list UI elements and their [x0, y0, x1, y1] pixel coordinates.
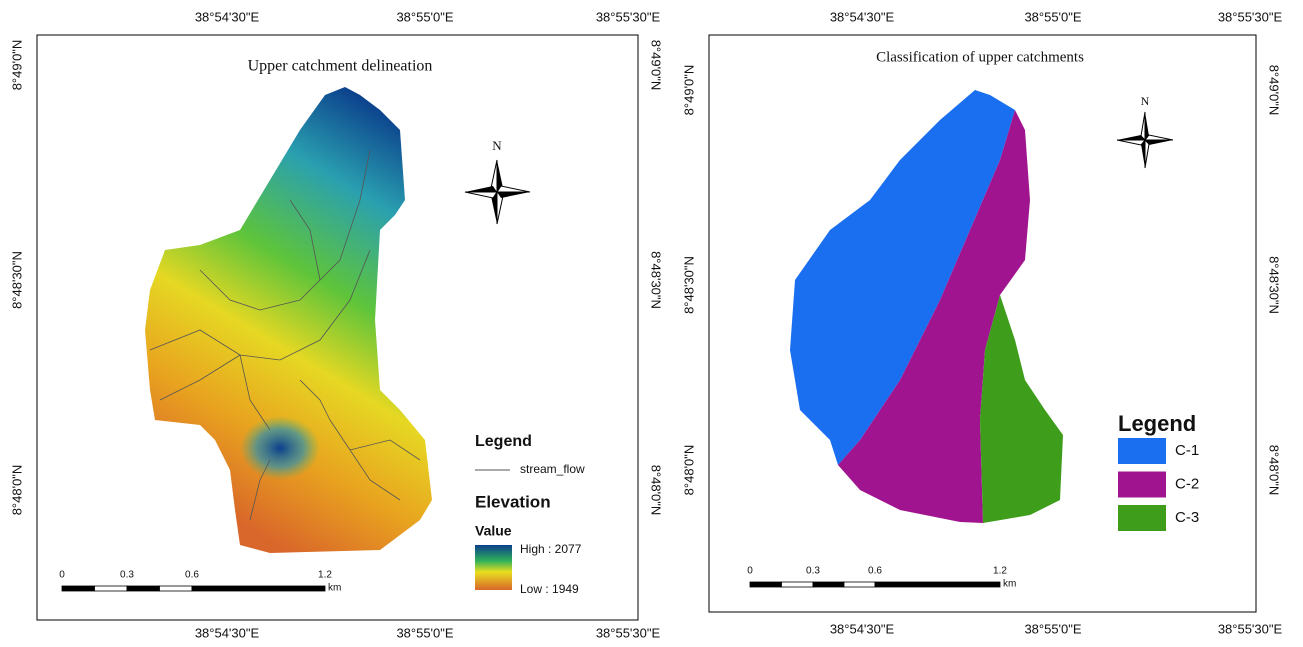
scale-label: 0	[747, 566, 753, 577]
scale-segment	[126, 585, 160, 592]
scale-segment	[61, 585, 95, 592]
legend-label: C-1	[1175, 442, 1199, 459]
legend-title: Legend	[475, 433, 532, 450]
scale-label: 0.3	[806, 566, 820, 577]
latitude-label: 8°49'0"N	[649, 40, 664, 91]
longitude-label: 38°55'0"E	[1024, 9, 1081, 24]
north-label: N	[1141, 94, 1150, 108]
scale-segment	[159, 585, 193, 592]
longitude-label: 38°54'30"E	[830, 621, 895, 636]
longitude-label: 38°55'30"E	[1218, 9, 1283, 24]
legend-swatch	[1118, 471, 1166, 498]
legend-swatch	[1118, 505, 1166, 531]
legend-label: C-2	[1175, 475, 1199, 492]
longitude-label: 38°55'0"E	[396, 625, 453, 640]
north-arrow	[464, 159, 531, 225]
catchment-c2	[838, 110, 1030, 523]
legend-subheading: Value	[475, 523, 512, 539]
catchment-c1	[790, 90, 1015, 465]
catchment-c3	[980, 295, 1063, 523]
north-arrow	[1116, 111, 1174, 169]
longitude-label: 38°55'30"E	[596, 9, 661, 24]
color-ramp	[475, 545, 512, 590]
longitude-label: 38°55'0"E	[396, 9, 453, 24]
scale-segment	[94, 585, 128, 592]
longitude-label: 38°55'0"E	[1024, 621, 1081, 636]
legend-title: Legend	[1118, 411, 1196, 436]
scale-unit: km	[1003, 579, 1016, 590]
scale-label: 0.6	[868, 566, 882, 577]
north-label: N	[492, 138, 502, 153]
latitude-label: 8°48'30"N	[681, 256, 696, 314]
streams	[149, 149, 421, 521]
legend-label: stream_flow	[520, 462, 585, 476]
depression	[240, 416, 320, 480]
scale-segment	[749, 581, 782, 588]
catchment-dem	[145, 87, 432, 553]
scale-segment	[843, 581, 876, 588]
scale-label: 0	[59, 570, 65, 581]
latitude-label: 8°48'30"N	[9, 251, 24, 309]
legend-label: C-3	[1175, 509, 1199, 526]
scale-label: 1.2	[318, 570, 332, 581]
legend-label: High : 2077	[520, 542, 582, 556]
legend-swatch	[1118, 438, 1166, 464]
latitude-label: 8°48'30"N	[649, 251, 664, 309]
scale-unit: km	[328, 583, 341, 594]
latitude-label: 8°49'0"N	[9, 40, 24, 91]
latitude-label: 8°49'0"N	[681, 65, 696, 116]
map-title: Upper catchment delineation	[248, 58, 433, 75]
latitude-label: 8°48'0"N	[681, 445, 696, 496]
scale-segment	[812, 581, 845, 588]
longitude-label: 38°54'30"E	[195, 625, 260, 640]
longitude-label: 38°54'30"E	[195, 9, 260, 24]
scale-label: 0.6	[185, 570, 199, 581]
map-frame	[708, 34, 1257, 613]
latitude-label: 8°48'0"N	[9, 465, 24, 516]
scale-segment	[874, 581, 1001, 588]
latitude-label: 8°48'0"N	[1267, 445, 1282, 496]
latitude-label: 8°48'0"N	[649, 465, 664, 516]
latitude-label: 8°49'0"N	[1267, 65, 1282, 116]
longitude-label: 38°54'30"E	[830, 9, 895, 24]
scale-segment	[191, 585, 326, 592]
map-frame	[36, 34, 639, 621]
map-title: Classification of upper catchments	[876, 49, 1084, 65]
longitude-label: 38°55'30"E	[596, 625, 661, 640]
legend-label: Low : 1949	[520, 582, 579, 596]
legend-heading: Elevation	[475, 492, 551, 511]
scale-label: 1.2	[993, 566, 1007, 577]
longitude-label: 38°55'30"E	[1218, 621, 1283, 636]
scale-segment	[781, 581, 814, 588]
scale-label: 0.3	[120, 570, 134, 581]
latitude-label: 8°48'30"N	[1267, 256, 1282, 314]
